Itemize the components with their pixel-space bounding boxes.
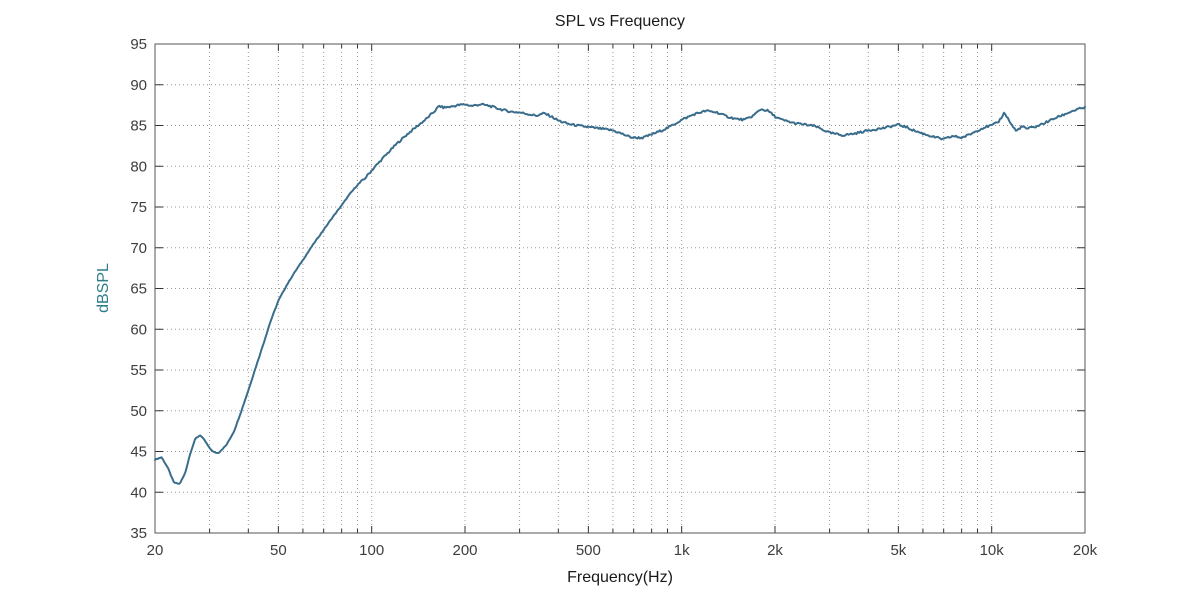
y-tick-label: 85 <box>130 118 147 135</box>
y-tick-label: 55 <box>130 362 147 379</box>
y-tick-label: 40 <box>130 484 147 501</box>
chart-title: SPL vs Frequency <box>555 13 685 30</box>
y-tick-label: 50 <box>130 403 147 420</box>
y-tick-label: 90 <box>130 77 147 94</box>
x-tick-label: 20k <box>1073 542 1098 559</box>
y-tick-label: 70 <box>130 240 147 257</box>
y-axis-label: dBSPL <box>95 263 112 313</box>
x-tick-label: 10k <box>980 542 1005 559</box>
x-tick-label: 200 <box>452 542 477 559</box>
grid-lines <box>154 43 1086 534</box>
x-tick-label: 500 <box>576 542 601 559</box>
y-tick-label: 45 <box>130 444 147 461</box>
y-tick-label: 60 <box>130 321 147 338</box>
y-tick-label: 95 <box>130 36 147 53</box>
y-tick-label: 35 <box>130 525 147 542</box>
x-tick-label: 100 <box>359 542 384 559</box>
x-tick-label: 50 <box>270 542 287 559</box>
x-tick-label: 5k <box>890 542 906 559</box>
x-tick-label: 20 <box>147 542 164 559</box>
plot-border <box>154 43 1086 534</box>
spl-curve <box>154 102 1086 485</box>
y-tick-label: 80 <box>130 158 147 175</box>
x-axis-label: Frequency(Hz) <box>567 569 673 586</box>
x-tick-label: 1k <box>674 542 690 559</box>
y-tick-label: 65 <box>130 281 147 298</box>
x-tick-label: 2k <box>767 542 783 559</box>
y-tick-label: 75 <box>130 199 147 216</box>
tick-labels: 35 40 45 50 55 60 65 70 75 80 85 90 95 20 50 100 200 500 1… <box>130 36 1097 559</box>
